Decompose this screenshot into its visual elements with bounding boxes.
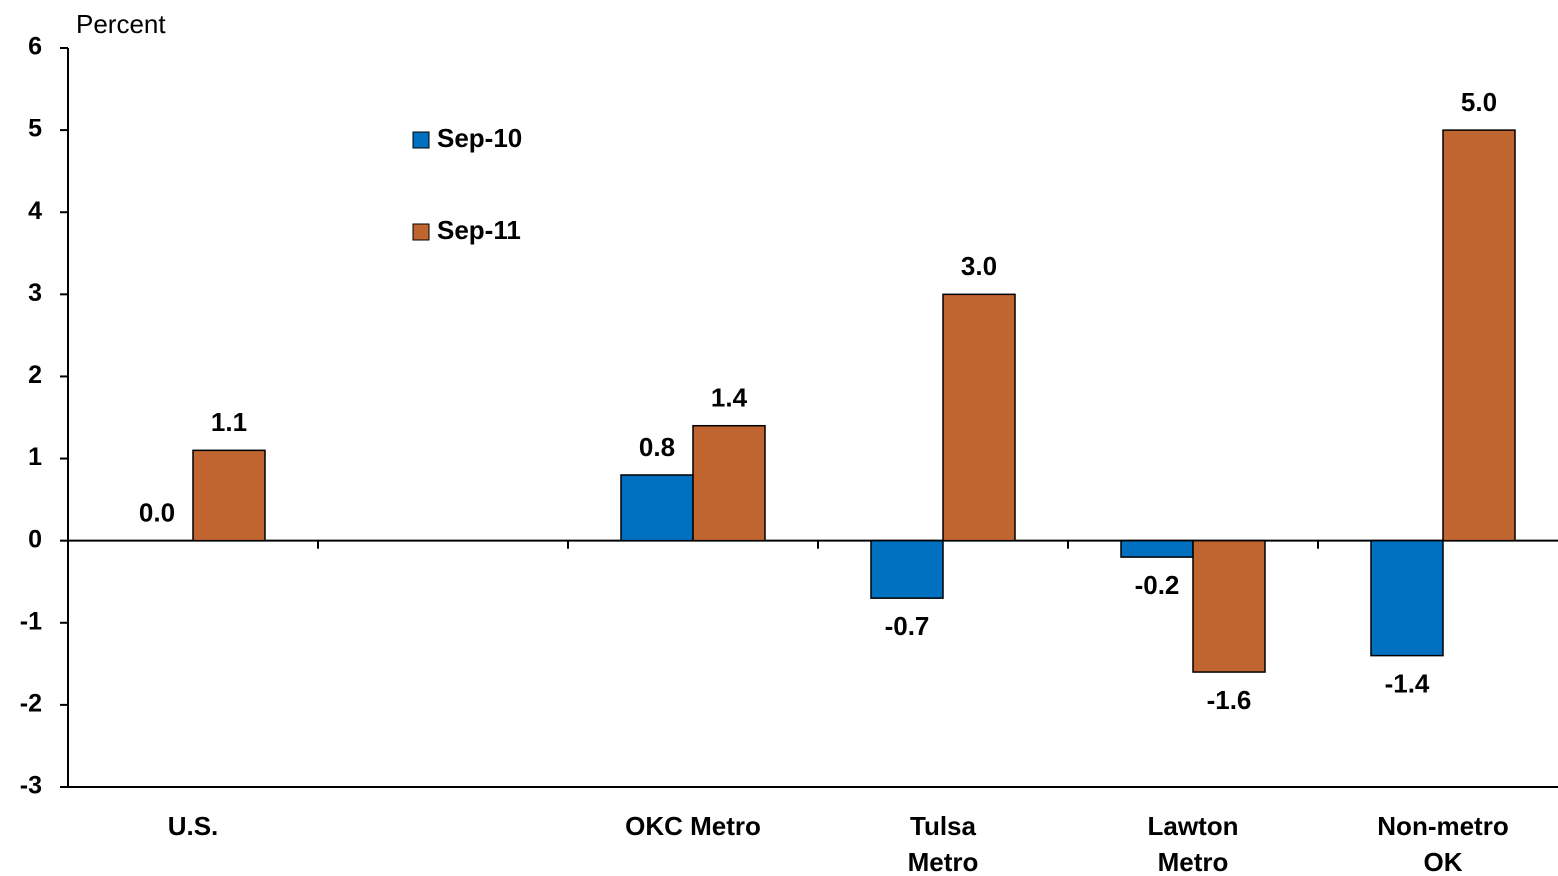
bar: [1370, 539, 1444, 657]
data-label: 0.8: [639, 432, 675, 462]
data-label: 5.0: [1461, 87, 1497, 117]
y-tick-label: 4: [28, 197, 42, 225]
bar: [1192, 539, 1266, 673]
bar: [1120, 539, 1194, 558]
data-label: 3.0: [961, 251, 997, 281]
y-tick-label: -1: [20, 607, 42, 635]
y-tick-label: 1: [28, 443, 42, 471]
data-label: 1.4: [711, 383, 748, 413]
bar: [692, 424, 766, 542]
x-tick-label: Lawton Metro: [1147, 811, 1239, 876]
x-tick-label: Non-metro OK: [1377, 811, 1509, 876]
y-tick-label: -3: [20, 772, 42, 800]
bar: [1442, 129, 1516, 542]
y-tick-label: -2: [20, 689, 42, 717]
data-label: 1.1: [211, 407, 247, 437]
data-label: -0.7: [885, 611, 930, 641]
y-tick-label: 5: [28, 115, 42, 143]
y-tick-label: 0: [28, 525, 42, 553]
data-label: -1.4: [1385, 668, 1430, 698]
y-axis-label: Percent: [76, 9, 166, 39]
x-tick-label: Tulsa Metro: [907, 811, 979, 876]
bar: [192, 449, 266, 542]
legend-label: Sep-11: [437, 215, 521, 245]
legend-label: Sep-10: [437, 123, 522, 153]
data-label: -0.2: [1135, 570, 1180, 600]
data-label: -1.6: [1207, 685, 1252, 715]
legend-swatch: [412, 223, 430, 241]
bar: [620, 474, 694, 542]
bar: [942, 293, 1016, 542]
y-tick-label: 6: [28, 33, 42, 61]
legend-swatch: [412, 131, 430, 149]
bar: [870, 539, 944, 599]
y-tick-label: 3: [28, 279, 42, 307]
y-tick-label: 2: [28, 361, 42, 389]
x-tick-label: U.S.: [167, 811, 219, 841]
data-label: 0.0: [139, 498, 175, 528]
x-tick-label: OKC Metro: [625, 811, 761, 841]
